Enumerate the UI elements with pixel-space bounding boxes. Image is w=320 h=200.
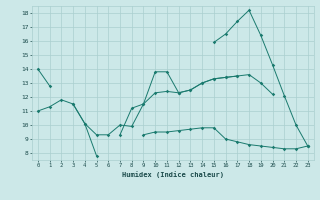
- X-axis label: Humidex (Indice chaleur): Humidex (Indice chaleur): [122, 171, 224, 178]
